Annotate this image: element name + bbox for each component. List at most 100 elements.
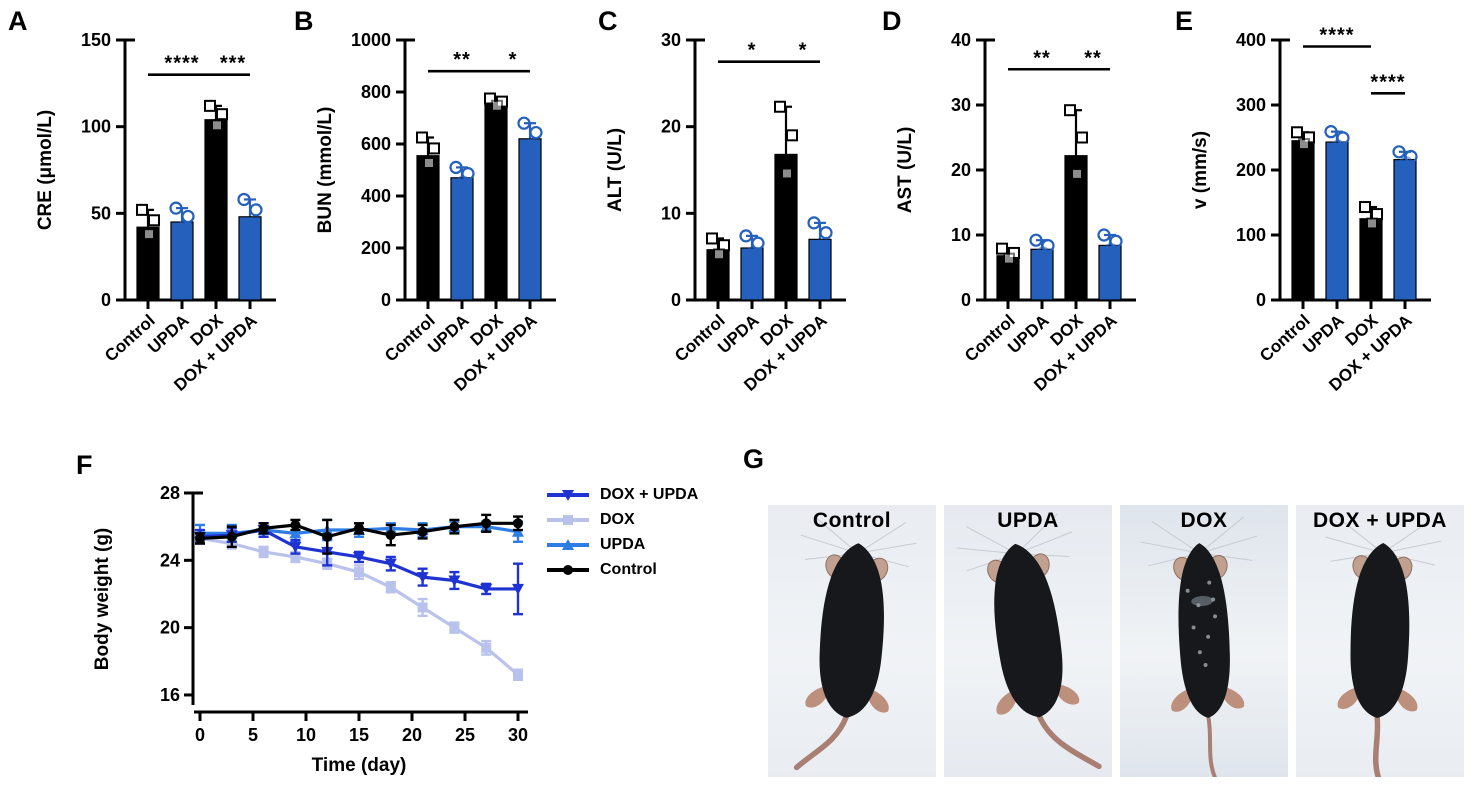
data-point (1331, 139, 1345, 153)
data-point (524, 138, 538, 152)
mouse-whisker (1151, 521, 1200, 554)
svg-text:150: 150 (81, 30, 111, 50)
data-point (1298, 138, 1310, 151)
panel-label-e: E (1175, 6, 1194, 36)
bar-upda (450, 177, 474, 301)
data-point (1104, 242, 1118, 257)
mouse (793, 515, 917, 771)
data-point (996, 242, 1008, 255)
bar-dox-upda (1098, 244, 1122, 301)
mouse-foot-left (805, 687, 827, 708)
chart-bun: 0 200 400 600 800 1000 BUN (mmol/L) Control UPDA… (305, 4, 591, 443)
legend-row-dox: DOX (545, 509, 698, 530)
mouse-photo-upda: UPDA (944, 505, 1112, 777)
mouse-foot-left (1337, 688, 1359, 710)
mouse-whisker (1199, 516, 1245, 554)
fur-speckle (1197, 650, 1202, 655)
data-point (1064, 104, 1076, 117)
bars (706, 100, 833, 301)
svg-text:**: ** (1084, 47, 1102, 69)
svg-text:Body weight (g): Body weight (g) (92, 528, 113, 670)
body-weight-legend: DOX + UPDA DOX UPDA Control (545, 484, 698, 580)
photo-caption: UPDA (997, 509, 1059, 532)
data-point (819, 226, 833, 240)
mouse-tail (1036, 713, 1102, 770)
fur-speckle (1185, 588, 1190, 593)
svg-text:30: 30 (508, 725, 528, 745)
mouse-photo-svg (957, 513, 1102, 770)
data-point (1076, 131, 1088, 144)
mouse-whisker (1016, 513, 1058, 555)
svg-text:40: 40 (951, 30, 971, 50)
svg-text:25: 25 (455, 725, 475, 745)
data-point (143, 228, 155, 241)
mouse (1140, 516, 1258, 777)
legend-row-upda: UPDA (545, 534, 698, 555)
svg-text:Time (day): Time (day) (312, 755, 407, 776)
svg-text:v (mm/s): v (mm/s) (1190, 131, 1211, 209)
svg-text:50: 50 (91, 203, 111, 223)
bar-control (416, 155, 440, 301)
bar-dox (1359, 218, 1383, 301)
bars (996, 104, 1123, 301)
bar-upda (1325, 141, 1349, 301)
data-point (249, 203, 263, 217)
chart-cre: 0 50 100 150 CRE (μmol/L) Control UPDA DOX DOX +… (25, 4, 311, 443)
bar-upda (1030, 248, 1054, 301)
svg-text:10: 10 (951, 225, 971, 245)
data-point (781, 167, 793, 180)
mouse-tail (1373, 714, 1382, 777)
svg-text:20: 20 (402, 725, 422, 745)
data-point (739, 229, 753, 243)
fur-speckle (1191, 625, 1196, 630)
mouse-foot-right (868, 690, 889, 713)
mouse-photo-svg (1325, 517, 1442, 777)
svg-text:10: 10 (661, 203, 681, 223)
data-point (136, 203, 148, 216)
fur-speckle (1207, 580, 1212, 585)
svg-text:AST (U/L): AST (U/L) (895, 127, 916, 214)
data-point (237, 192, 251, 207)
data-point (1359, 201, 1371, 214)
data-point (428, 142, 440, 155)
svg-text:0: 0 (195, 725, 205, 745)
data-point (1324, 125, 1338, 139)
mouse-photo-svg (1140, 516, 1258, 777)
chart-alt: 0 10 20 30 ALT (U/L) Control UPDA DOX DOX + UPDA… (595, 4, 881, 443)
data-point (148, 214, 160, 227)
mouse-whisker (966, 526, 1017, 555)
bar-dox (204, 119, 228, 301)
legend-swatch-upda-icon (547, 538, 589, 550)
bar-dox (484, 103, 508, 301)
mouse-foot-left (996, 692, 1016, 715)
svg-text:20: 20 (661, 117, 681, 137)
mouse-whisker (1382, 540, 1442, 554)
svg-text:100: 100 (81, 117, 111, 137)
mouse-photo-row: Control UPDA DOX DOX + UPDA (768, 505, 1464, 777)
bar-upda (740, 247, 764, 301)
svg-text:**: ** (453, 49, 471, 71)
bar-dox-upda (808, 238, 832, 301)
mouse-photo-svg (793, 515, 917, 771)
svg-text:****: **** (164, 53, 199, 75)
photo-caption: DOX + UPDA (1313, 509, 1447, 532)
svg-text:20: 20 (951, 160, 971, 180)
data-point (204, 99, 216, 112)
panel-label-b: B (294, 6, 314, 36)
mouse (1325, 517, 1442, 777)
data-point (491, 99, 503, 112)
data-point (713, 248, 725, 261)
data-point (807, 216, 821, 230)
data-point (517, 116, 531, 130)
svg-text:100: 100 (1236, 225, 1266, 245)
svg-text:CRE (μmol/L): CRE (μmol/L) (35, 110, 56, 230)
svg-text:***: *** (220, 53, 246, 75)
svg-text:0: 0 (671, 290, 681, 310)
svg-text:300: 300 (1236, 95, 1266, 115)
mouse-whisker (1140, 541, 1200, 554)
mouse-photo-dox: DOX (1120, 505, 1288, 777)
svg-text:1000: 1000 (351, 30, 391, 50)
mouse-whisker (1382, 520, 1431, 554)
mouse-body (1178, 543, 1230, 718)
svg-text:200: 200 (361, 238, 391, 258)
